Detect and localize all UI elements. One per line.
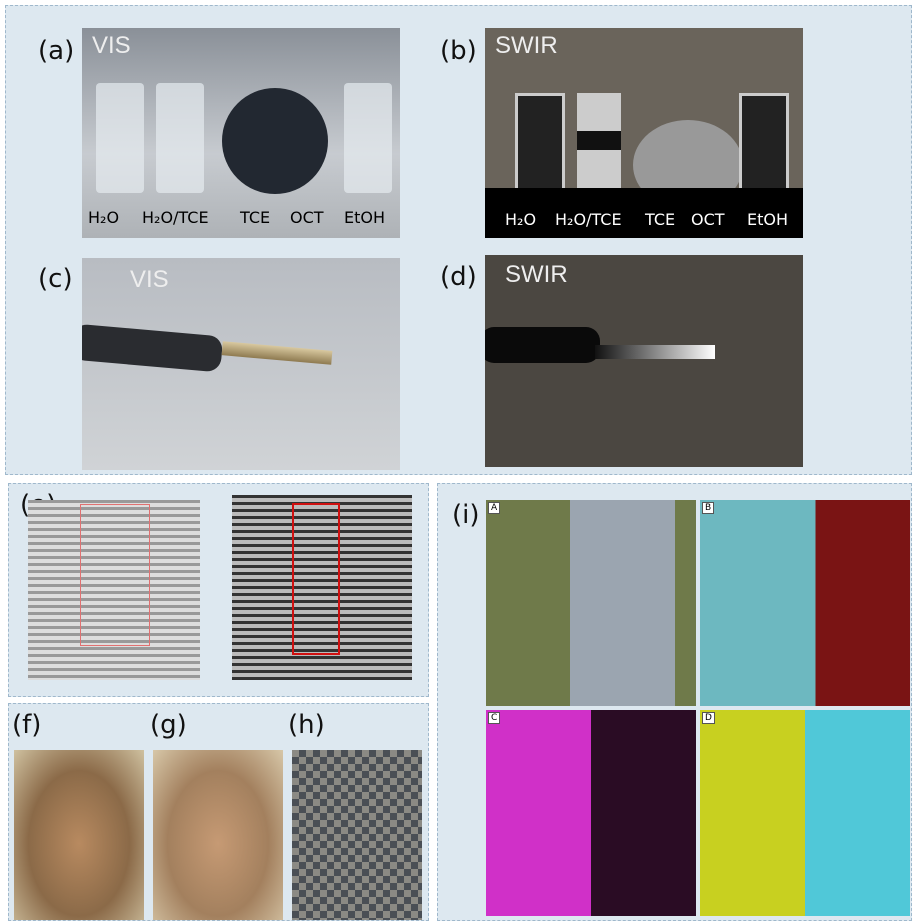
image-tag: SWIR	[495, 32, 558, 59]
aerial-rgb: A	[486, 500, 696, 706]
iron-tip	[221, 341, 333, 365]
iron-tip	[595, 345, 715, 359]
highlight-box	[292, 503, 340, 655]
mosaic-original	[14, 750, 144, 920]
vial	[156, 83, 204, 193]
wafer	[222, 88, 328, 194]
vial-label: H₂O/TCE	[142, 208, 209, 227]
subpanel-label: A	[488, 502, 501, 514]
subpanel-label: D	[702, 712, 715, 724]
panel-label: (g)	[150, 710, 187, 740]
panel-label: (b)	[440, 36, 477, 66]
iron-handle	[485, 327, 600, 363]
highlight-box	[80, 504, 150, 646]
vial-label: EtOH	[344, 208, 386, 227]
subpanel-label: B	[702, 502, 715, 514]
panel-label: (d)	[440, 262, 477, 292]
base	[485, 188, 803, 238]
vis-iron-photo: VIS	[82, 258, 400, 470]
image-tag: VIS	[130, 266, 169, 293]
vial	[739, 93, 789, 194]
vial-label: H₂O/TCE	[555, 210, 622, 229]
aerial-false-color-d: D	[700, 710, 910, 916]
vial-label: OCT	[290, 208, 324, 227]
panel-label: (c)	[38, 264, 73, 294]
swir-iron-photo: SWIR	[485, 255, 803, 467]
panel-label: (a)	[38, 36, 75, 66]
vial-label: TCE	[645, 210, 676, 229]
image-tag: VIS	[92, 32, 131, 59]
panel-label: (h)	[288, 710, 325, 740]
vial	[577, 93, 621, 188]
vial-label: H₂O	[505, 210, 537, 229]
panel-label: (i)	[452, 500, 480, 530]
vial-label: H₂O	[88, 208, 120, 227]
vial	[96, 83, 144, 193]
mosaic-pixelated	[292, 750, 422, 920]
vial-label: OCT	[691, 210, 725, 229]
aerial-false-color-b: B	[700, 500, 910, 706]
aerial-false-color-c: C	[486, 710, 696, 916]
vial-label: TCE	[240, 208, 271, 227]
subpanel-label: C	[488, 712, 501, 724]
swir-vials-photo: SWIR H₂O H₂O/TCE TCE OCT EtOH	[485, 28, 803, 238]
panel-label: (f)	[12, 710, 42, 740]
papyrus-infrared	[232, 495, 412, 680]
iron-handle	[82, 323, 224, 373]
image-tag: SWIR	[505, 261, 568, 288]
mosaic-reconstruction	[153, 750, 283, 920]
vial	[515, 93, 565, 194]
vis-vials-photo: VIS H₂O H₂O/TCE TCE OCT EtOH	[82, 28, 400, 238]
papyrus-visible	[28, 500, 200, 680]
vial-label: EtOH	[747, 210, 789, 229]
vial	[344, 83, 392, 193]
